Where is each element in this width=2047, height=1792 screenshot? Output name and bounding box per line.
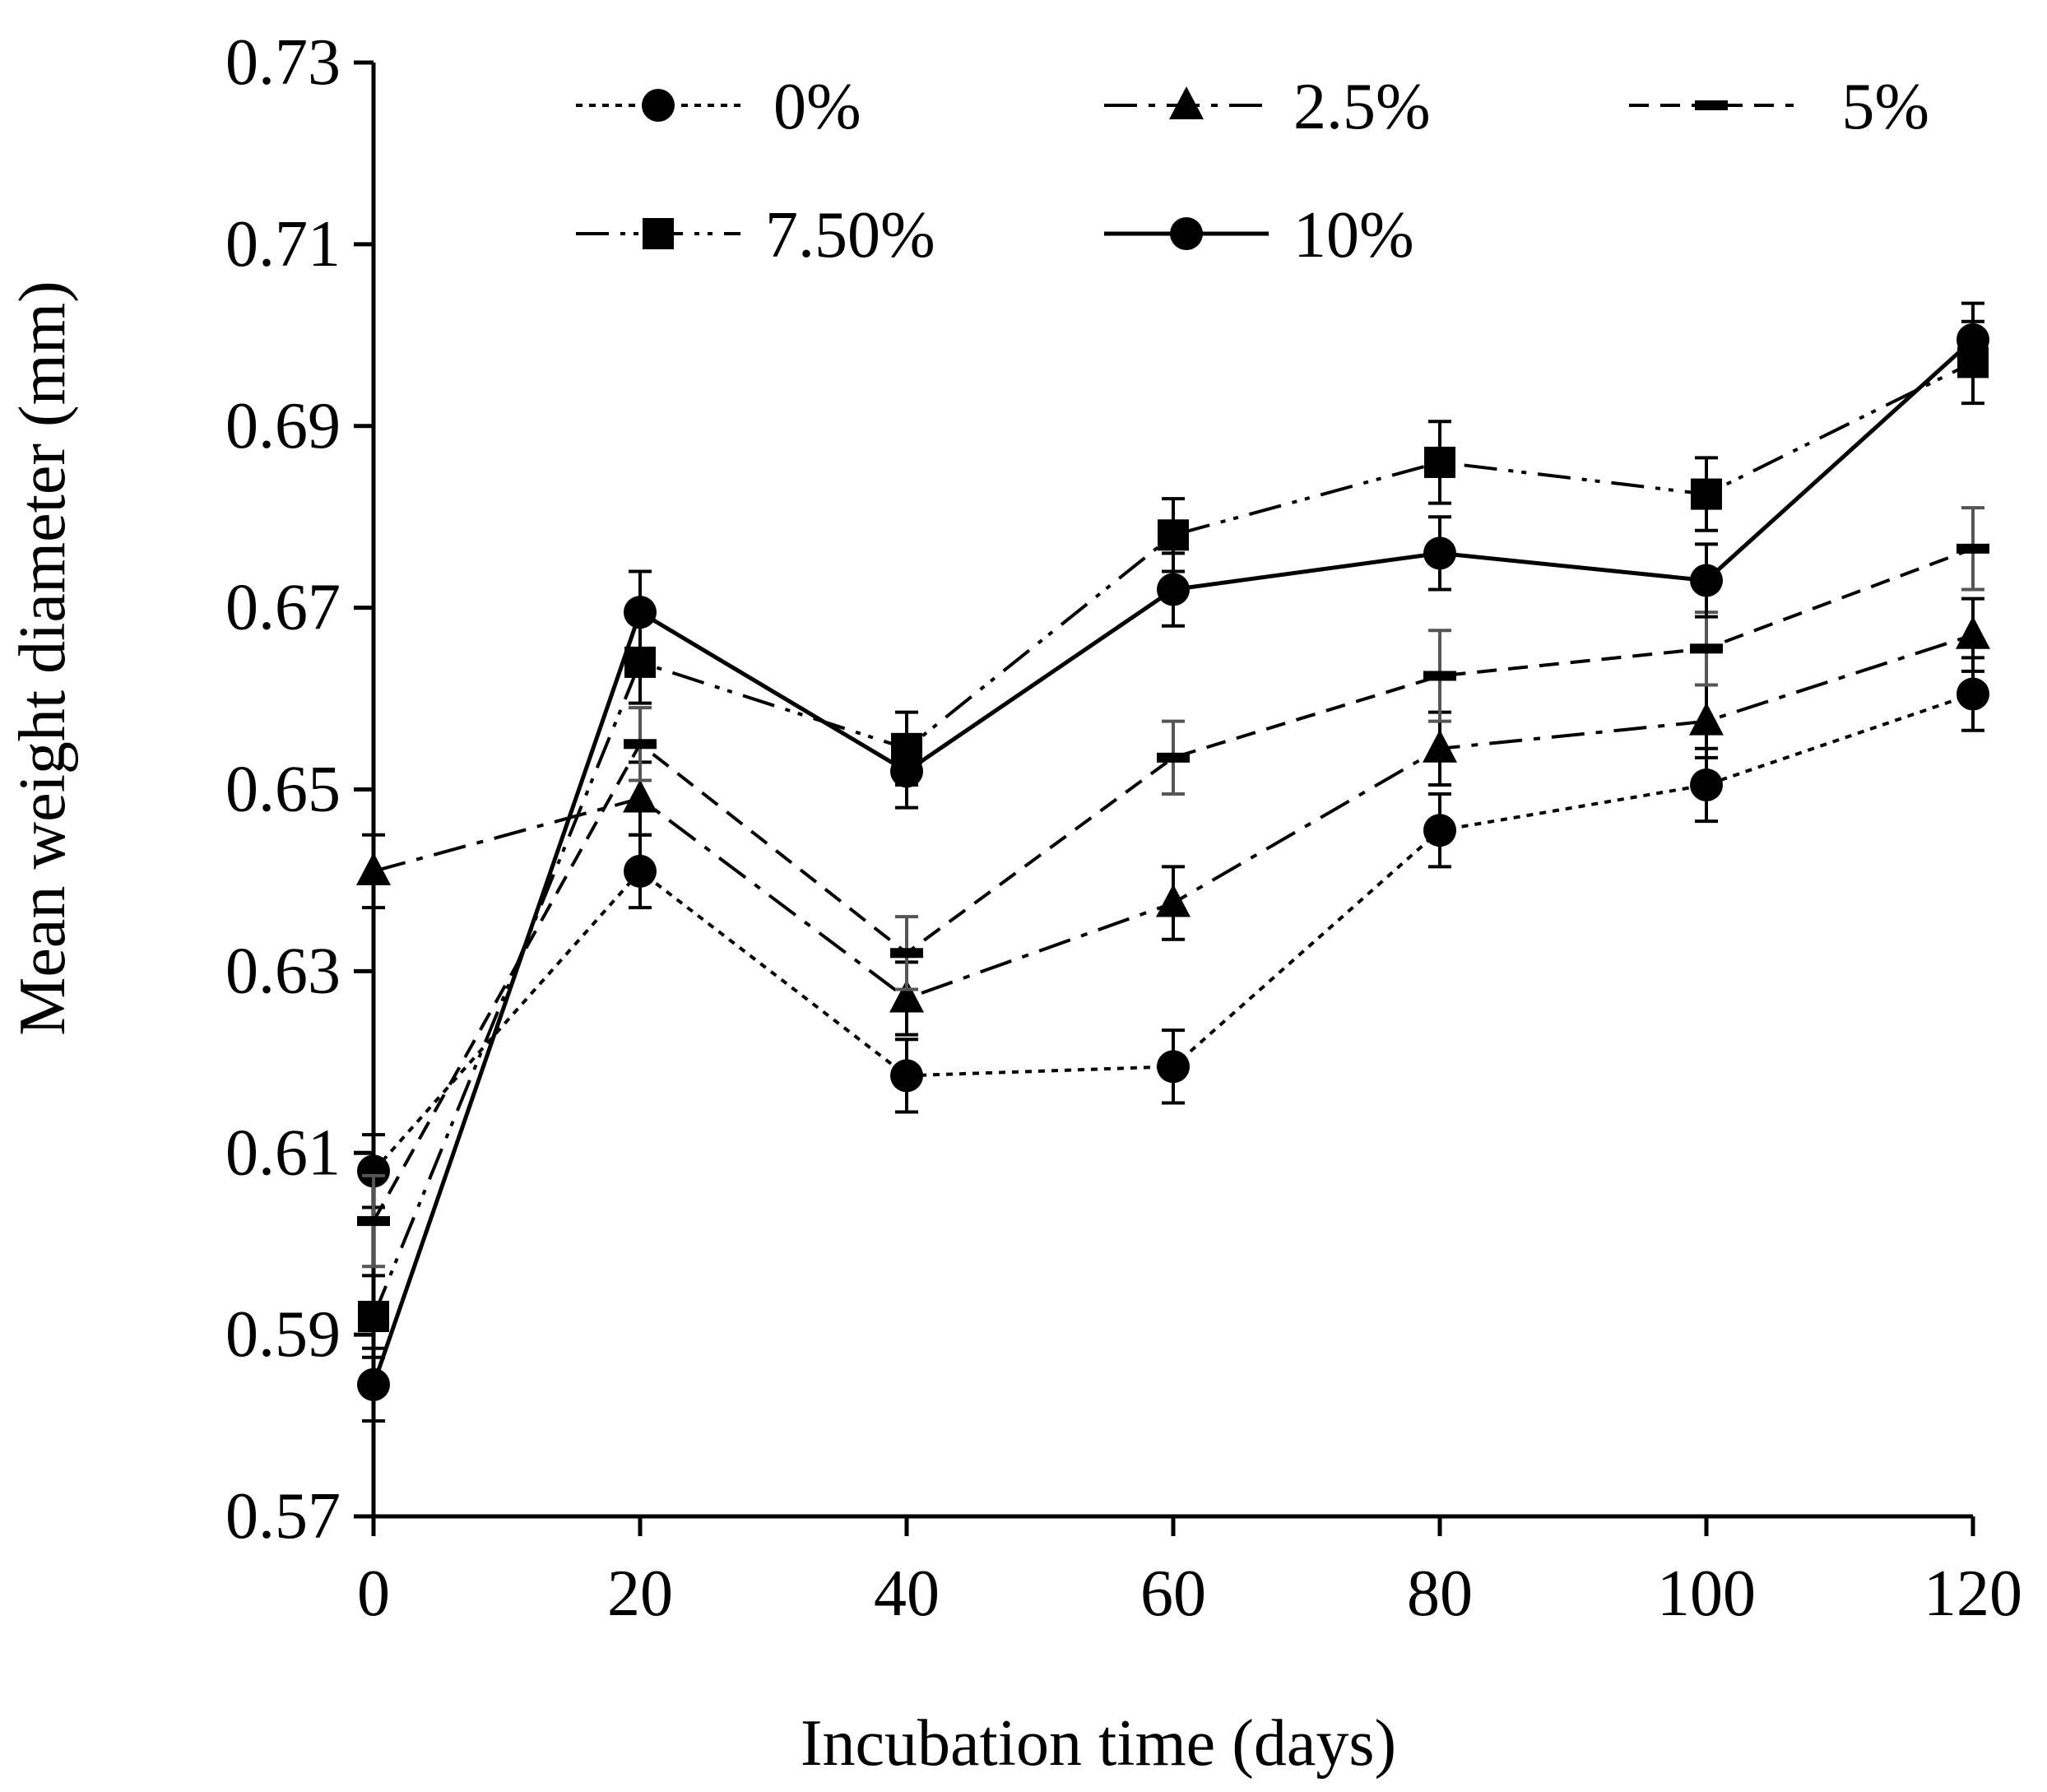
data-point (1691, 478, 1722, 510)
data-point (623, 779, 657, 813)
data-point (1690, 768, 1723, 801)
legend-item: 2.5% (1104, 71, 1431, 143)
data-point (356, 852, 391, 885)
legend-marker (642, 89, 675, 122)
y-tick-label: 0.61 (225, 1117, 341, 1189)
data-point (624, 596, 657, 629)
series-10% (357, 301, 1989, 1423)
data-point (890, 1059, 923, 1093)
series-line (371, 337, 1975, 1386)
data-point (358, 1301, 389, 1333)
data-point (890, 754, 923, 788)
x-tick-label: 40 (874, 1558, 940, 1630)
y-tick-label: 0.67 (225, 572, 341, 644)
data-point (1690, 564, 1723, 597)
x-tick-label: 60 (1140, 1558, 1206, 1630)
data-point (357, 1216, 390, 1227)
legend-marker (643, 218, 674, 249)
axes-layer: 0.57 0.59 0.61 0.63 0.65 0.67 0.69 0.71 0.73 0 20 4… (225, 26, 2022, 1630)
data-point (1157, 573, 1190, 606)
legend-label: 5% (1841, 71, 1929, 143)
data-point (1157, 752, 1190, 763)
data-point (1690, 643, 1723, 654)
data-point (889, 979, 924, 1013)
legend-marker (1695, 100, 1728, 110)
legend-marker (1170, 217, 1203, 250)
legend-label: 7.50% (765, 199, 935, 272)
x-tick-label: 100 (1657, 1558, 1756, 1630)
data-point (1158, 519, 1189, 551)
series-0% (357, 656, 1989, 1209)
data-point (890, 948, 923, 959)
series-7.50% (358, 319, 1989, 1359)
data-point (624, 739, 657, 750)
data-point (1689, 702, 1724, 736)
legend-marker (1169, 86, 1204, 119)
x-tick-label: 80 (1407, 1558, 1473, 1630)
x-tick-label: 120 (1924, 1558, 2022, 1630)
data-point (1423, 671, 1456, 681)
data-point (1956, 323, 1989, 356)
x-axis-title: Incubation time (days) (801, 1707, 1396, 1780)
data-point (357, 1367, 390, 1401)
y-tick-label: 0.57 (225, 1480, 341, 1553)
data-point (1156, 884, 1191, 917)
series-5% (357, 506, 1989, 1269)
legend-label: 10% (1293, 199, 1414, 272)
y-tick-label: 0.73 (225, 26, 341, 99)
data-point (1956, 543, 1989, 554)
legend-label: 2.5% (1293, 71, 1431, 143)
data-point (1157, 1050, 1190, 1084)
data-point (357, 1154, 390, 1188)
data-point (1424, 446, 1455, 478)
data-point (1423, 729, 1457, 763)
data-point (1423, 814, 1456, 847)
data-point (1956, 615, 1990, 649)
data-point (624, 854, 657, 888)
y-tick-label: 0.63 (225, 935, 341, 1007)
y-tick-label: 0.69 (225, 390, 341, 462)
legend-item: 5% (1629, 71, 1929, 143)
legend-item: 7.50% (576, 199, 935, 272)
legend-item: 0% (576, 71, 861, 143)
series-2.5% (356, 597, 1990, 1037)
y-tick-label: 0.71 (225, 208, 341, 281)
x-tick-label: 20 (607, 1558, 673, 1630)
legend-item: 10% (1104, 199, 1414, 272)
x-tick-label: 0 (357, 1558, 390, 1630)
y-tick-label: 0.59 (225, 1298, 341, 1371)
data-point (1423, 536, 1456, 570)
series-layer (356, 301, 1990, 1423)
y-tick-label: 0.65 (225, 754, 341, 826)
y-axis-title: Mean weight diameter (mm) (7, 281, 79, 1035)
legend: 0% 2.5% 5% 7.50% 10% (576, 71, 1929, 272)
data-point (1956, 677, 1989, 711)
legend-label: 0% (773, 71, 861, 143)
